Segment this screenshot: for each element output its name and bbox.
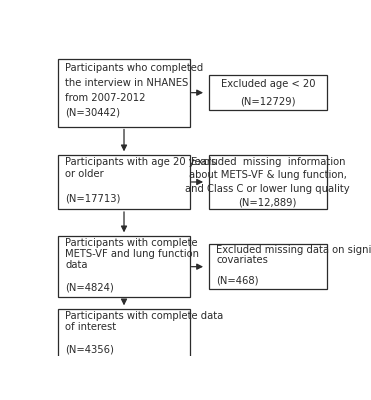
Text: about METS-VF & lung function,: about METS-VF & lung function,	[189, 170, 347, 180]
Text: Excluded missing data on significant: Excluded missing data on significant	[216, 245, 371, 255]
Text: covariates: covariates	[216, 255, 268, 265]
Text: Excluded  missing  information: Excluded missing information	[191, 157, 345, 167]
Bar	[209, 155, 327, 209]
Text: (N=12729): (N=12729)	[240, 96, 296, 106]
Text: (N=17713): (N=17713)	[65, 193, 121, 203]
Text: Participants with complete data: Participants with complete data	[65, 311, 223, 321]
Text: (N=468): (N=468)	[216, 275, 259, 285]
Bar	[58, 309, 190, 360]
Text: and Class C or lower lung quality: and Class C or lower lung quality	[186, 184, 350, 194]
Text: Participants with complete: Participants with complete	[65, 238, 198, 248]
Text: (N=12,889): (N=12,889)	[239, 197, 297, 207]
Text: data: data	[65, 260, 88, 270]
Text: or older: or older	[65, 169, 104, 179]
Bar	[58, 155, 190, 209]
Text: (N=30442): (N=30442)	[65, 108, 120, 118]
Bar	[209, 75, 327, 110]
Bar	[58, 59, 190, 126]
Text: METS-VF and lung function: METS-VF and lung function	[65, 249, 199, 259]
Bar	[58, 236, 190, 298]
Text: from 2007-2012: from 2007-2012	[65, 93, 145, 103]
Text: (N=4356): (N=4356)	[65, 345, 114, 355]
Text: Excluded age < 20: Excluded age < 20	[220, 79, 315, 89]
Text: Participants with age 20 years: Participants with age 20 years	[65, 157, 216, 167]
Text: of interest: of interest	[65, 322, 116, 332]
Text: Participants who completed: Participants who completed	[65, 63, 203, 73]
Bar	[209, 244, 327, 289]
Text: (N=4824): (N=4824)	[65, 282, 114, 292]
Text: the interview in NHANES: the interview in NHANES	[65, 78, 188, 88]
